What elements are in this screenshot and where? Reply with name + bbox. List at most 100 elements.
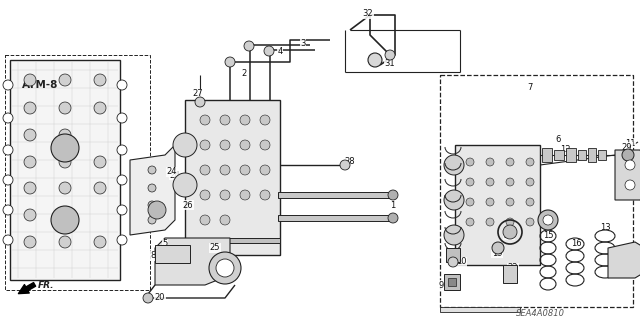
Circle shape — [506, 198, 514, 206]
Circle shape — [59, 129, 71, 141]
Text: 12: 12 — [560, 145, 570, 154]
Circle shape — [538, 210, 558, 230]
Text: 4: 4 — [277, 47, 283, 56]
Bar — [455, 145, 540, 265]
Circle shape — [24, 102, 36, 114]
Circle shape — [388, 213, 398, 223]
Text: 5: 5 — [163, 240, 168, 249]
Circle shape — [264, 46, 274, 56]
Text: 24: 24 — [170, 170, 180, 180]
Circle shape — [625, 180, 635, 190]
Circle shape — [200, 115, 210, 125]
Text: 31: 31 — [385, 60, 396, 69]
Circle shape — [388, 190, 398, 200]
Circle shape — [59, 209, 71, 221]
Circle shape — [59, 236, 71, 248]
Circle shape — [220, 190, 230, 200]
Text: 22: 22 — [508, 263, 518, 272]
Text: 24: 24 — [167, 167, 177, 176]
Text: 15: 15 — [543, 231, 553, 240]
Circle shape — [24, 156, 36, 168]
Text: 1: 1 — [390, 201, 396, 210]
Circle shape — [466, 178, 474, 186]
Circle shape — [486, 218, 494, 226]
Text: 20: 20 — [155, 293, 165, 302]
Text: 9: 9 — [438, 280, 444, 290]
Circle shape — [244, 41, 254, 51]
Circle shape — [506, 158, 514, 166]
Circle shape — [543, 215, 553, 225]
Circle shape — [240, 190, 250, 200]
Text: 29: 29 — [621, 143, 632, 152]
Circle shape — [385, 50, 395, 60]
Text: 27: 27 — [193, 90, 204, 99]
Circle shape — [444, 155, 464, 175]
Bar — [598, 150, 606, 160]
Circle shape — [117, 175, 127, 185]
Circle shape — [506, 178, 514, 186]
Text: 10: 10 — [456, 257, 467, 266]
Circle shape — [622, 149, 634, 161]
Bar — [10, 60, 120, 280]
Bar — [542, 148, 552, 162]
Circle shape — [94, 156, 106, 168]
Circle shape — [260, 140, 270, 150]
Circle shape — [148, 184, 156, 192]
Circle shape — [526, 218, 534, 226]
Circle shape — [466, 198, 474, 206]
Text: SEA4A0810: SEA4A0810 — [515, 309, 564, 318]
Text: 17: 17 — [607, 251, 618, 261]
Circle shape — [220, 165, 230, 175]
Circle shape — [220, 115, 230, 125]
Circle shape — [444, 225, 464, 245]
Circle shape — [59, 74, 71, 86]
Text: 28: 28 — [345, 158, 355, 167]
Circle shape — [148, 201, 156, 209]
Circle shape — [200, 215, 210, 225]
Circle shape — [340, 160, 350, 170]
Circle shape — [240, 115, 250, 125]
Bar — [440, 307, 520, 312]
Circle shape — [506, 218, 514, 226]
Circle shape — [216, 259, 234, 277]
Circle shape — [260, 190, 270, 200]
Bar — [566, 148, 576, 162]
Circle shape — [3, 145, 13, 155]
Polygon shape — [24, 95, 36, 118]
Bar — [278, 215, 393, 221]
Text: 7: 7 — [527, 84, 532, 93]
Text: 26: 26 — [182, 201, 193, 210]
Polygon shape — [130, 145, 175, 235]
Circle shape — [200, 190, 210, 200]
Bar — [444, 274, 460, 290]
Circle shape — [486, 178, 494, 186]
Text: 32: 32 — [363, 10, 373, 19]
Circle shape — [486, 158, 494, 166]
Circle shape — [526, 178, 534, 186]
Circle shape — [117, 235, 127, 245]
Text: ATM-8: ATM-8 — [22, 80, 58, 90]
Circle shape — [444, 190, 464, 210]
Circle shape — [368, 53, 382, 67]
Text: 8: 8 — [150, 251, 156, 261]
Bar — [155, 245, 190, 263]
Circle shape — [59, 102, 71, 114]
Bar — [185, 100, 280, 255]
Circle shape — [148, 201, 166, 219]
Circle shape — [240, 140, 250, 150]
Circle shape — [24, 182, 36, 194]
Circle shape — [260, 115, 270, 125]
Circle shape — [466, 218, 474, 226]
Circle shape — [466, 158, 474, 166]
Text: 14: 14 — [543, 216, 553, 225]
Circle shape — [94, 236, 106, 248]
Bar — [210, 238, 280, 243]
Circle shape — [117, 113, 127, 123]
Circle shape — [3, 80, 13, 90]
Text: 3: 3 — [300, 39, 306, 48]
Circle shape — [195, 97, 205, 107]
Text: 2: 2 — [241, 70, 246, 78]
Circle shape — [200, 140, 210, 150]
Text: 19: 19 — [492, 249, 502, 257]
Circle shape — [148, 166, 156, 174]
